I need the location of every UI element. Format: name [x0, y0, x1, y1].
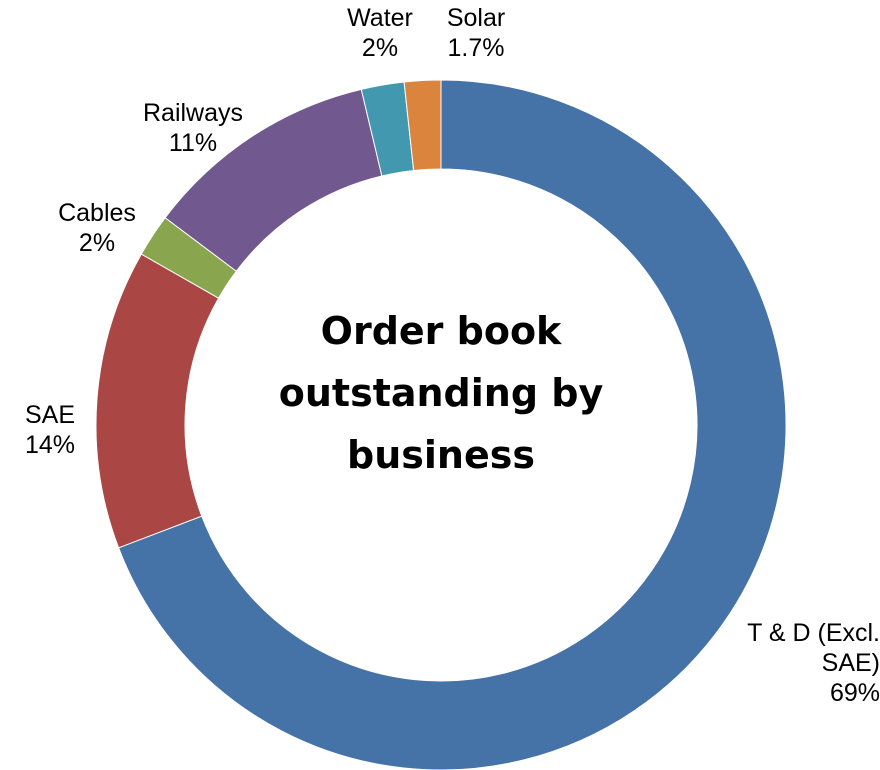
- donut-slice: [95, 253, 220, 549]
- slice-label: Water 2%: [330, 3, 430, 63]
- slice-name: Railways: [142, 99, 244, 127]
- slice-value: 69%: [829, 679, 880, 707]
- slice-name: Cables: [58, 199, 136, 227]
- slice-value: 11%: [168, 129, 218, 157]
- slice-name: Solar: [446, 4, 506, 32]
- donut-slice: [403, 79, 442, 172]
- slice-name: T & D (Excl. SAE): [747, 619, 880, 677]
- slice-value: 14%: [24, 431, 76, 459]
- slice-label: Solar 1.7%: [426, 3, 526, 63]
- slice-value: 2%: [361, 34, 399, 62]
- slice-name: Water: [347, 4, 413, 32]
- slice-label: Cables 2%: [47, 198, 147, 258]
- slice-value: 2%: [78, 229, 116, 257]
- slice-label: Railways 11%: [123, 98, 263, 158]
- chart-title: Order book outstanding by business: [278, 309, 604, 477]
- slice-label: SAE 14%: [0, 400, 100, 460]
- slice-value: 1.7%: [447, 34, 505, 62]
- slice-label: T & D (Excl. SAE) 69%: [730, 618, 880, 708]
- donut-slice: [117, 79, 787, 770]
- slice-name: SAE: [24, 401, 76, 429]
